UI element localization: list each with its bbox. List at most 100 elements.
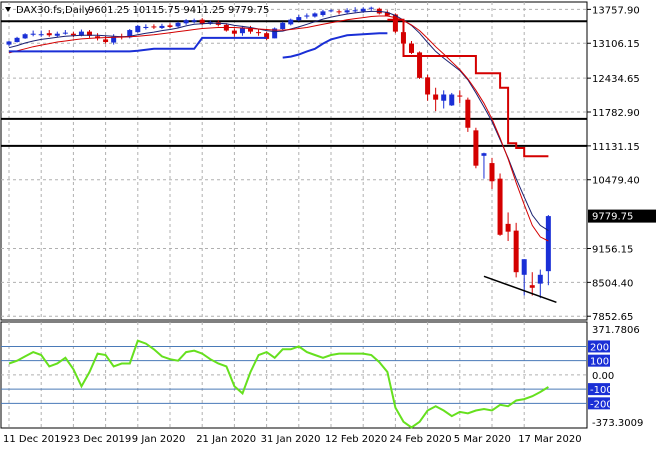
candle-bull bbox=[38, 34, 44, 36]
candle-bull bbox=[320, 11, 326, 15]
candles bbox=[6, 6, 551, 299]
step-red-line bbox=[387, 18, 549, 158]
cci-band-lines bbox=[1, 345, 587, 404]
cci-level-tag bbox=[588, 340, 610, 353]
candle-bull bbox=[135, 25, 141, 33]
envelope-blue-line bbox=[9, 36, 267, 53]
candle-bear bbox=[513, 230, 519, 273]
envelope-blue-line bbox=[282, 32, 388, 59]
candle-bear bbox=[70, 33, 76, 36]
candle-bull bbox=[360, 8, 366, 12]
candle-bear bbox=[433, 94, 439, 100]
time-tick-label: 12 Feb 2020 bbox=[325, 434, 387, 445]
cci-line bbox=[8, 339, 549, 429]
candle-bear bbox=[489, 163, 495, 182]
price-pane bbox=[0, 1, 588, 321]
candle-bull bbox=[481, 153, 487, 156]
candle-bear bbox=[231, 30, 237, 34]
candle-bear bbox=[425, 77, 431, 95]
cci-axis: 200 100 0.00 -100 -200 371.7806 -373.3009 bbox=[588, 325, 643, 429]
candle-bull bbox=[143, 26, 149, 28]
time-tick-label: 24 Feb 2020 bbox=[389, 434, 451, 445]
candle-bull bbox=[78, 31, 84, 36]
indicator-lines bbox=[8, 10, 557, 429]
candle-bear bbox=[103, 39, 109, 43]
time-tick-label: 5 Mar 2020 bbox=[454, 434, 511, 445]
candle-bear bbox=[46, 33, 52, 36]
candle-bull bbox=[521, 259, 527, 275]
candle-bull bbox=[175, 22, 181, 27]
candle-bull bbox=[352, 10, 358, 12]
candle-bear bbox=[384, 12, 390, 16]
candle-bear bbox=[256, 32, 262, 34]
price-tag-label: 9779.75 bbox=[592, 212, 633, 223]
time-tick-label: 31 Jan 2020 bbox=[261, 434, 321, 445]
cci-tick-label: 100 bbox=[590, 357, 609, 368]
time-tick-label: 17 Mar 2020 bbox=[518, 434, 581, 445]
price-tag: 9779.75 bbox=[588, 209, 656, 223]
price-tick-label: 13757.90 bbox=[592, 5, 640, 16]
ohlc-label: 9601.25 10115.75 9411.25 9779.75 bbox=[88, 5, 269, 16]
candle-bull bbox=[183, 20, 189, 24]
candle-bull bbox=[280, 22, 286, 30]
candle-bull bbox=[537, 274, 543, 284]
collapse-triangle-icon bbox=[5, 7, 11, 12]
candle-bear bbox=[87, 31, 92, 36]
price-tick-label: 10479.40 bbox=[592, 176, 640, 187]
candle-bull bbox=[62, 32, 68, 34]
candle-bull bbox=[272, 28, 278, 39]
time-tick-label: 9 Jan 2020 bbox=[132, 434, 186, 445]
cci-tick-label: -100 bbox=[590, 385, 613, 396]
time-tick-label: 11 Dec 2019 bbox=[3, 434, 67, 445]
candle-bull bbox=[312, 13, 318, 17]
candle-bull bbox=[239, 27, 245, 34]
candle-bear bbox=[336, 11, 342, 13]
candle-bear bbox=[497, 178, 503, 235]
price-tag-box bbox=[588, 209, 656, 223]
price-tick-label: 12434.65 bbox=[592, 74, 640, 85]
candle-bull bbox=[288, 19, 294, 25]
candle-bull bbox=[22, 34, 28, 39]
candle-bear bbox=[264, 33, 270, 39]
price-axis: 13757.90 13106.15 12434.65 11782.90 11131.15… bbox=[587, 5, 640, 323]
candle-bear bbox=[417, 52, 423, 78]
price-tick-label: 9156.15 bbox=[592, 244, 633, 255]
candle-bull bbox=[6, 41, 12, 45]
price-tick-label: 11131.15 bbox=[592, 142, 640, 153]
candle-bear bbox=[392, 14, 398, 32]
candle-bull bbox=[296, 17, 302, 21]
price-tick-label: 7852.65 bbox=[592, 312, 633, 323]
candle-bear bbox=[151, 26, 157, 28]
candle-bull bbox=[111, 36, 117, 43]
candle-bull bbox=[191, 20, 197, 22]
cci-level-tag bbox=[588, 354, 610, 367]
candle-bear bbox=[409, 43, 414, 53]
sma-slow-line bbox=[8, 15, 549, 242]
price-tick-label: 13106.15 bbox=[592, 39, 640, 50]
candle-bull bbox=[54, 33, 60, 36]
candle-bear bbox=[167, 25, 173, 27]
symbol-label: DAX30.fs,Daily bbox=[16, 5, 90, 16]
support-trendline bbox=[483, 275, 557, 304]
cci-max-label: 371.7806 bbox=[592, 325, 640, 336]
candle-bull bbox=[127, 30, 133, 38]
sma-fast-line bbox=[8, 10, 549, 232]
candle-bull bbox=[328, 10, 334, 12]
candle-bull bbox=[344, 10, 350, 13]
candle-bear bbox=[465, 99, 471, 128]
candle-bull bbox=[304, 15, 310, 17]
candle-bear bbox=[248, 27, 253, 32]
candle-bull bbox=[449, 94, 455, 106]
candle-bull bbox=[14, 37, 20, 43]
horizontal-levels bbox=[1, 20, 587, 147]
cci-tick-label: 0.00 bbox=[592, 371, 614, 382]
candle-bull bbox=[545, 216, 551, 272]
candle-bull bbox=[441, 94, 447, 101]
candle-bear bbox=[529, 285, 535, 288]
candle-bear bbox=[457, 95, 463, 97]
chart-header: DAX30.fs,Daily 9601.25 10115.75 9411.25 … bbox=[5, 5, 269, 16]
candle-bull bbox=[30, 33, 36, 35]
cci-tick-label: -200 bbox=[590, 399, 613, 410]
cci-level-tag bbox=[588, 397, 610, 410]
